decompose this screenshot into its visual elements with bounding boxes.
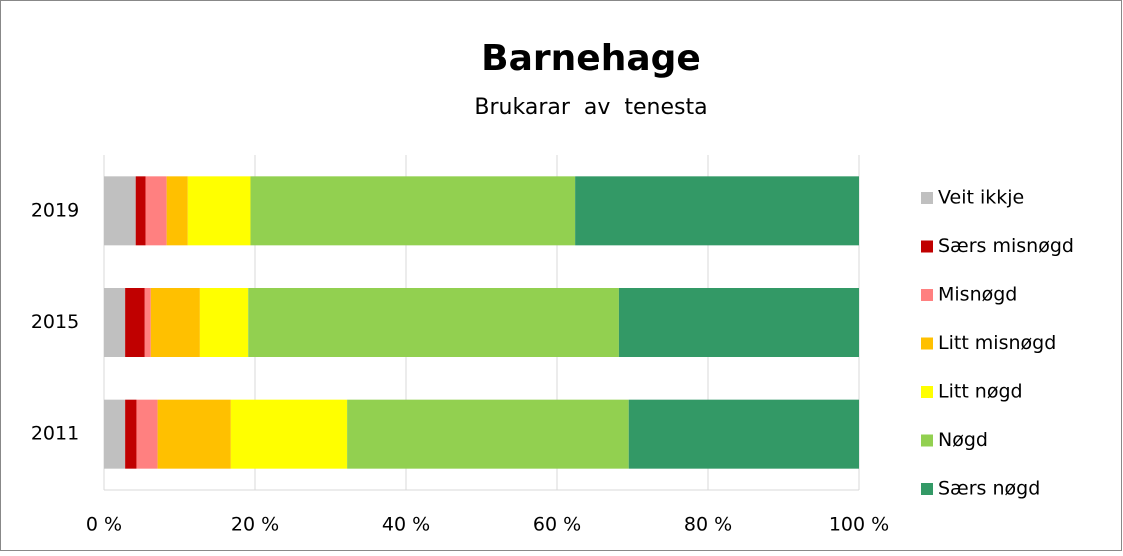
legend-label: Nøgd [938, 429, 988, 451]
y-tick-label: 2015 [31, 311, 79, 333]
bar-segment [618, 288, 859, 357]
bar-segment [628, 399, 859, 469]
legend-swatch [921, 337, 933, 350]
legend-swatch [921, 192, 933, 204]
legend-label: Misnøgd [938, 284, 1017, 306]
x-tick-label: 20 % [231, 514, 279, 536]
bar-segment [104, 176, 136, 246]
y-tick-label: 2011 [31, 423, 79, 445]
bar-segment [125, 399, 137, 469]
bar-segment [157, 399, 231, 469]
x-tick-label: 0 % [86, 514, 122, 536]
x-tick-label: 40 % [382, 514, 430, 536]
legend-label: Særs misnøgd [938, 235, 1074, 257]
legend-swatch [921, 386, 933, 398]
legend-label: Litt nøgd [938, 381, 1023, 403]
bar-segment [135, 176, 146, 246]
legend-swatch [921, 434, 933, 447]
legend-swatch [921, 483, 933, 495]
legend-label: Litt misnøgd [938, 332, 1056, 354]
bar-segment [125, 288, 145, 357]
bar-segment [230, 399, 348, 469]
y-tick-label: 2019 [31, 199, 79, 221]
legend-label: Særs nøgd [938, 478, 1040, 500]
x-tick-label: 80 % [684, 514, 732, 536]
chart-title: Barnehage [481, 38, 701, 79]
x-tick-label: 100 % [829, 514, 889, 536]
bar-segment [199, 288, 249, 357]
legend-swatch [921, 240, 933, 253]
bar-segment [144, 288, 151, 357]
bar-segment [347, 399, 629, 469]
bar-segment [145, 176, 167, 246]
bar-segment [187, 176, 251, 246]
bar-segment [150, 288, 200, 357]
bar-segment [136, 399, 158, 469]
bar-segment [575, 176, 859, 246]
bar-segment [248, 288, 619, 357]
bar-segment [166, 176, 188, 246]
chart-subtitle: Brukarar av tenesta [474, 95, 707, 120]
bar-segment [104, 399, 126, 469]
legend-label: Veit ikkje [938, 187, 1024, 209]
legend-swatch [921, 289, 933, 301]
x-tick-label: 60 % [533, 514, 581, 536]
bar-segment [250, 176, 576, 246]
bar-segment [104, 288, 126, 357]
